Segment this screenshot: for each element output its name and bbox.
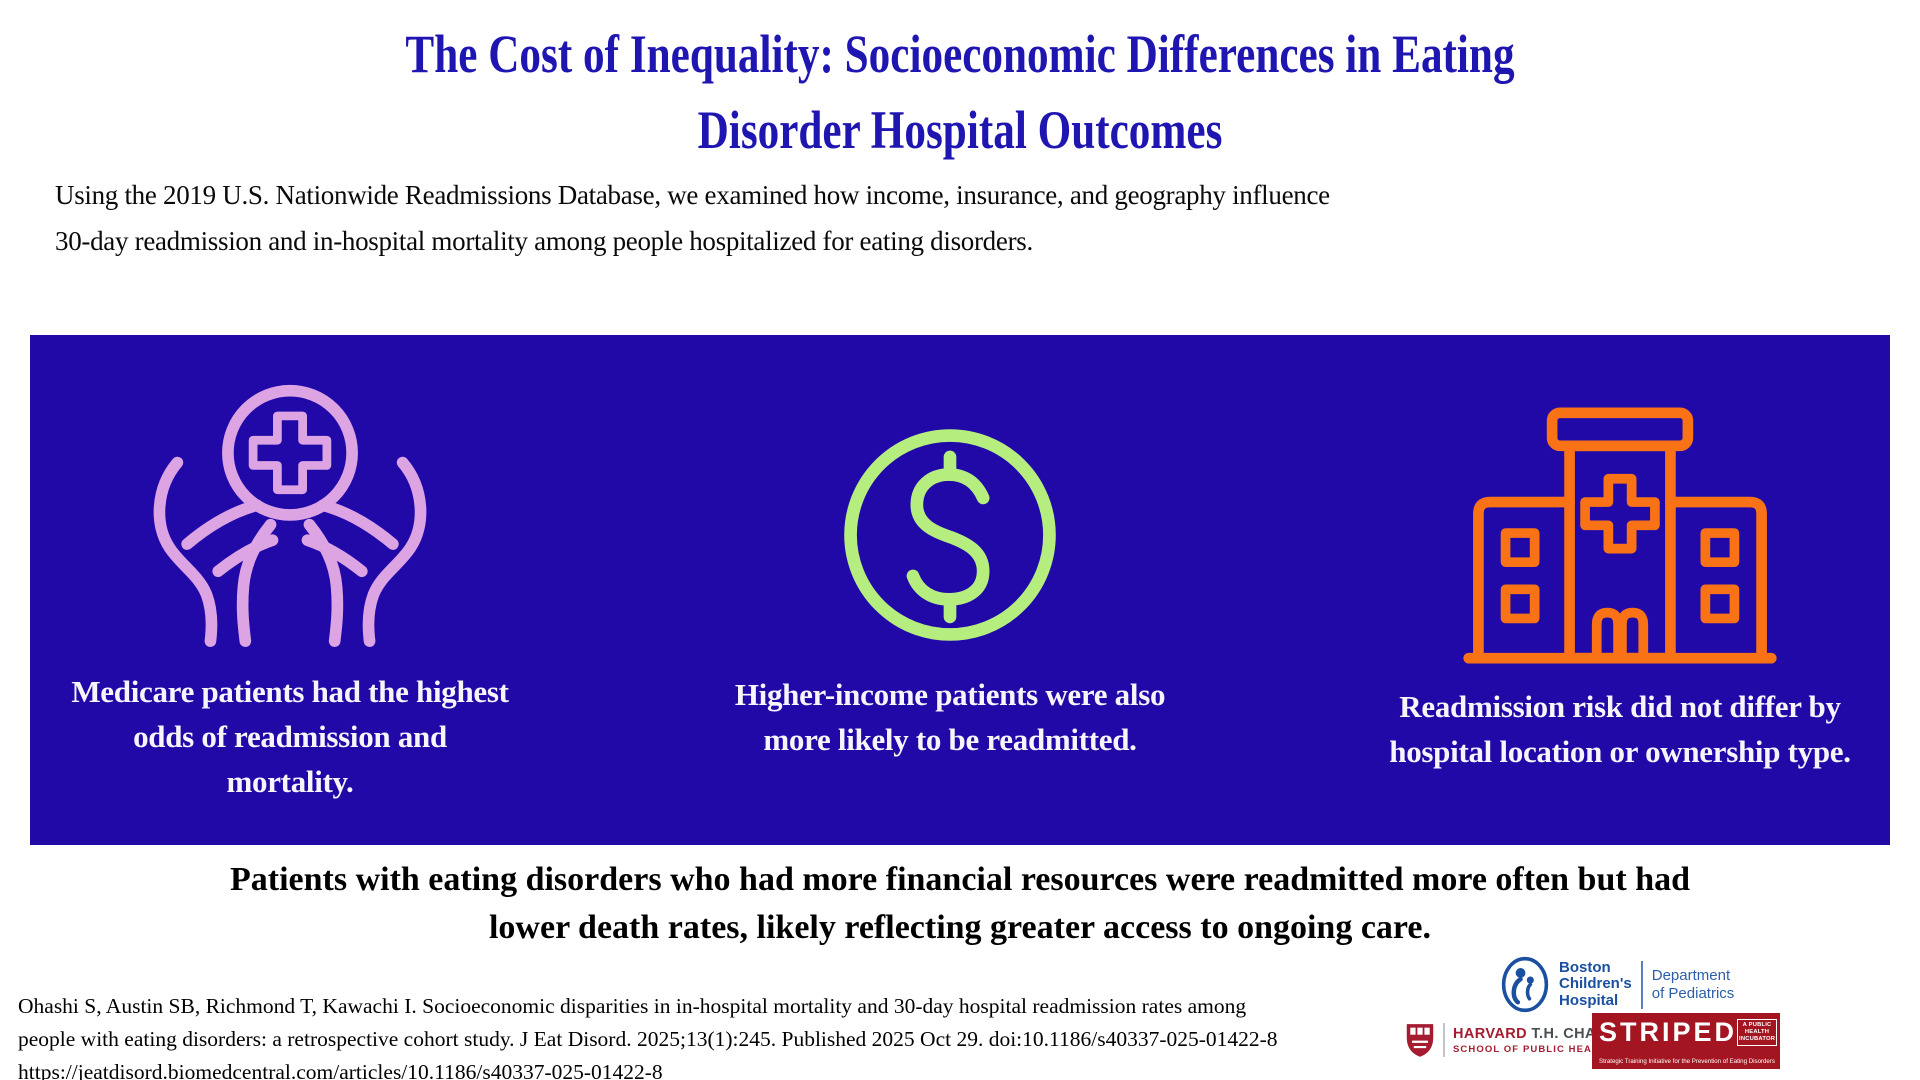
logo-divider bbox=[1640, 960, 1643, 1009]
citation-text: Ohashi S, Austin SB, Richmond T, Kawachi… bbox=[18, 990, 1278, 1080]
finding-caption-hospital-type: Readmission risk did not differ by hospi… bbox=[1389, 688, 1851, 769]
citation-line-2: people with eating disorders: a retrospe… bbox=[18, 1027, 1278, 1051]
harvard-chan-logo: HARVARD T.H. CHAN SCHOOL OF PUBLIC HEALT… bbox=[1405, 1022, 1613, 1058]
title-line-2: Disorder Hospital Outcomes bbox=[697, 100, 1223, 160]
boston-childrens-name: Boston Children's Hospital bbox=[1559, 958, 1632, 1009]
school-of-public-health-label: SCHOOL OF PUBLIC HEALTH bbox=[1453, 1043, 1614, 1055]
harvard-chan-text: HARVARD T.H. CHAN SCHOOL OF PUBLIC HEALT… bbox=[1453, 1026, 1613, 1055]
striped-subtitle: Strategic Training Initiative for the Pr… bbox=[1599, 1058, 1775, 1065]
logo-divider bbox=[1443, 1023, 1445, 1057]
citation-url[interactable]: https://jeatdisord.biomedcentral.com/art… bbox=[18, 1060, 663, 1080]
intro-line-2: 30-day readmission and in-hospital morta… bbox=[55, 226, 1033, 256]
takeaway-line-1: Patients with eating disorders who had m… bbox=[229, 861, 1691, 898]
finding-caption-medicare: Medicare patients had the highest odds o… bbox=[71, 673, 509, 799]
title-line-1: The Cost of Inequality: Socioeconomic Di… bbox=[405, 24, 1515, 84]
intro-line-1: Using the 2019 U.S. Nationwide Readmissi… bbox=[55, 180, 1330, 210]
chan-name: T.H. CHAN bbox=[1531, 1025, 1607, 1042]
finding-medicare: Medicare patients had the highest odds o… bbox=[30, 335, 550, 845]
finding-income: Higher-income patients were also more li… bbox=[550, 335, 1350, 845]
striped-acronym: STRIPED bbox=[1599, 1017, 1738, 1047]
takeaway-text: Patients with eating disorders who had m… bbox=[0, 856, 1920, 952]
intro-text: Using the 2019 U.S. Nationwide Readmissi… bbox=[55, 172, 1330, 264]
striped-incubator-badge: A PUBLIC HEALTH INCUBATOR bbox=[1737, 1018, 1778, 1046]
hospital-building-icon bbox=[1455, 406, 1785, 664]
harvard-shield-icon bbox=[1405, 1022, 1435, 1058]
page-title: The Cost of Inequality: Socioeconomic Di… bbox=[0, 16, 1920, 168]
finding-hospital-type: Readmission risk did not differ by hospi… bbox=[1350, 335, 1890, 845]
dollar-sign-circle-icon bbox=[833, 418, 1067, 652]
citation-line-1: Ohashi S, Austin SB, Richmond T, Kawachi… bbox=[18, 994, 1247, 1018]
findings-banner: Medicare patients had the highest odds o… bbox=[30, 335, 1890, 845]
department-of-pediatrics-label: Department of Pediatrics bbox=[1651, 966, 1735, 1002]
boston-childrens-figure-icon bbox=[1500, 956, 1550, 1013]
harvard-name: HARVARD bbox=[1453, 1025, 1527, 1042]
boston-childrens-hospital-logo: Boston Children's Hospital Department of… bbox=[1500, 956, 1734, 1013]
takeaway-line-2: lower death rates, likely reflecting gre… bbox=[488, 909, 1431, 946]
hands-medical-cross-icon bbox=[125, 377, 455, 649]
finding-caption-income: Higher-income patients were also more li… bbox=[734, 677, 1166, 757]
striped-logo: STRIPED A PUBLIC HEALTH INCUBATOR Strate… bbox=[1592, 1013, 1780, 1069]
